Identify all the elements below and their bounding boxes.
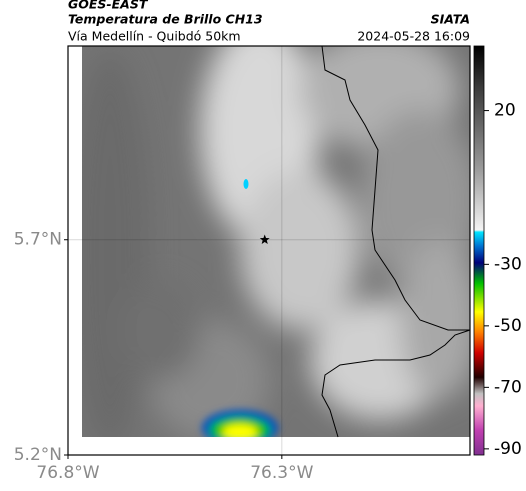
borders	[321, 45, 471, 438]
x-tick-label: 76.8°W	[36, 463, 99, 483]
colorbar-tick-label: 20	[494, 101, 516, 121]
colorbar-tick-label: -70	[494, 377, 522, 397]
y-tick-label: 5.7°N	[14, 230, 62, 250]
x-tick-label: 76.3°W	[250, 463, 313, 483]
colorbar-tick-label: -30	[494, 254, 522, 274]
y-tick-label: 5.2°N	[14, 445, 62, 465]
timestamp: 2024-05-28 16:09	[357, 29, 470, 44]
colorbar-tick-label: -50	[494, 316, 522, 336]
region: Vía Medellín - Quibdó 50km	[68, 29, 241, 44]
source: GOES-EAST	[68, 0, 149, 12]
agency: SIATA	[431, 12, 470, 27]
satellite-image	[82, 46, 470, 437]
map-frame	[67, 45, 471, 456]
colorbar	[473, 45, 485, 456]
colorbar-tick-label: -90	[494, 439, 522, 459]
location-marker	[259, 234, 270, 244]
title: Temperatura de Brillo CH13	[68, 12, 263, 27]
